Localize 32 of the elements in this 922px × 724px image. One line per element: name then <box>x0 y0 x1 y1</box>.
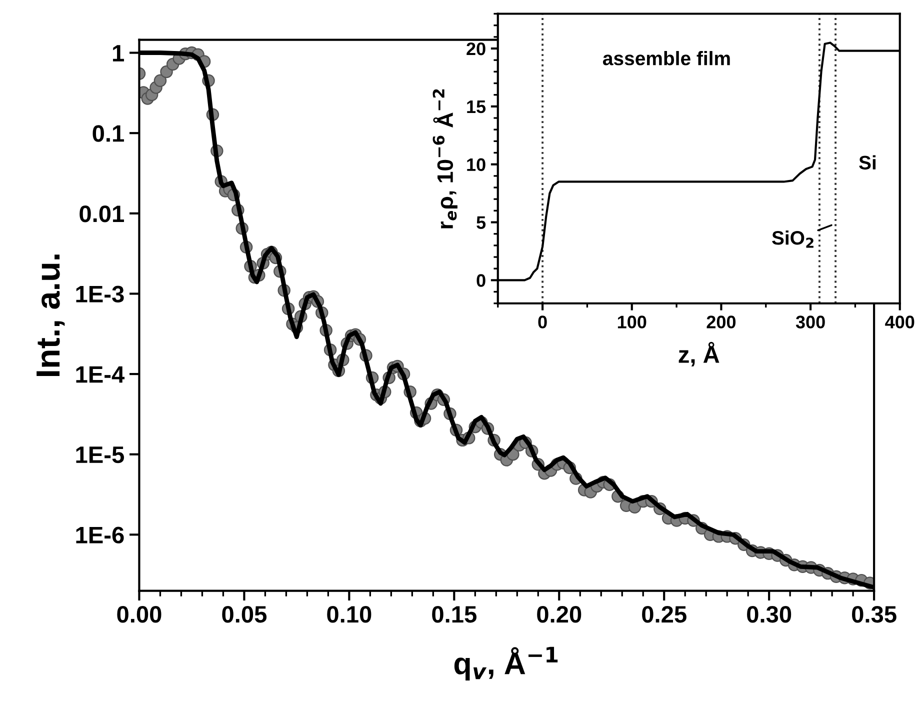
y-tick-label: 5 <box>476 216 486 229</box>
annotation: Si <box>859 155 876 170</box>
y-axis-title: Int., a.u. <box>36 254 65 376</box>
x-tick-label: 0.15 <box>432 606 476 623</box>
y-tick-label: 10 <box>467 158 486 172</box>
y-axis-title: r$_{e}$ρ, 10$^{−6}$ Å$^{−2}$ <box>432 89 458 228</box>
y-tick-label: 1E-4 <box>76 366 125 383</box>
y-tick-label: 1E-5 <box>76 446 124 464</box>
x-tick-label: 100 <box>618 316 646 328</box>
x-tick-label: 400 <box>885 316 914 328</box>
y-tick-label: 0.01 <box>80 205 124 222</box>
y-tick-label: 15 <box>467 100 486 114</box>
x-tick-label: 0.05 <box>222 606 267 623</box>
x-axis-title: z, Å <box>678 342 720 366</box>
x-tick-label: 200 <box>706 316 736 328</box>
x-tick-label: 0 <box>538 316 547 328</box>
x-tick-label: 0.30 <box>747 606 792 623</box>
x-tick-label: 0.00 <box>117 606 162 623</box>
y-tick-label: 20 <box>466 42 486 56</box>
annotation: assemble film <box>602 51 730 66</box>
x-axis-title: q$_{v}$, Å$^{−1}$ <box>454 646 558 680</box>
y-tick-label: 1E-3 <box>76 286 124 303</box>
x-tick-label: 0.10 <box>327 606 372 623</box>
y-tick-label: 0 <box>476 274 486 287</box>
x-tick-label: 0.25 <box>642 606 686 623</box>
x-tick-label: 300 <box>796 316 825 328</box>
y-tick-label: 1 <box>112 45 124 62</box>
x-tick-label: 0.20 <box>537 606 582 623</box>
y-tick-label: 1E-6 <box>76 526 124 544</box>
annotation: SiO$_{2}$ <box>772 230 814 248</box>
x-tick-label: 0.35 <box>852 606 896 623</box>
y-tick-label: 0.1 <box>92 125 124 142</box>
